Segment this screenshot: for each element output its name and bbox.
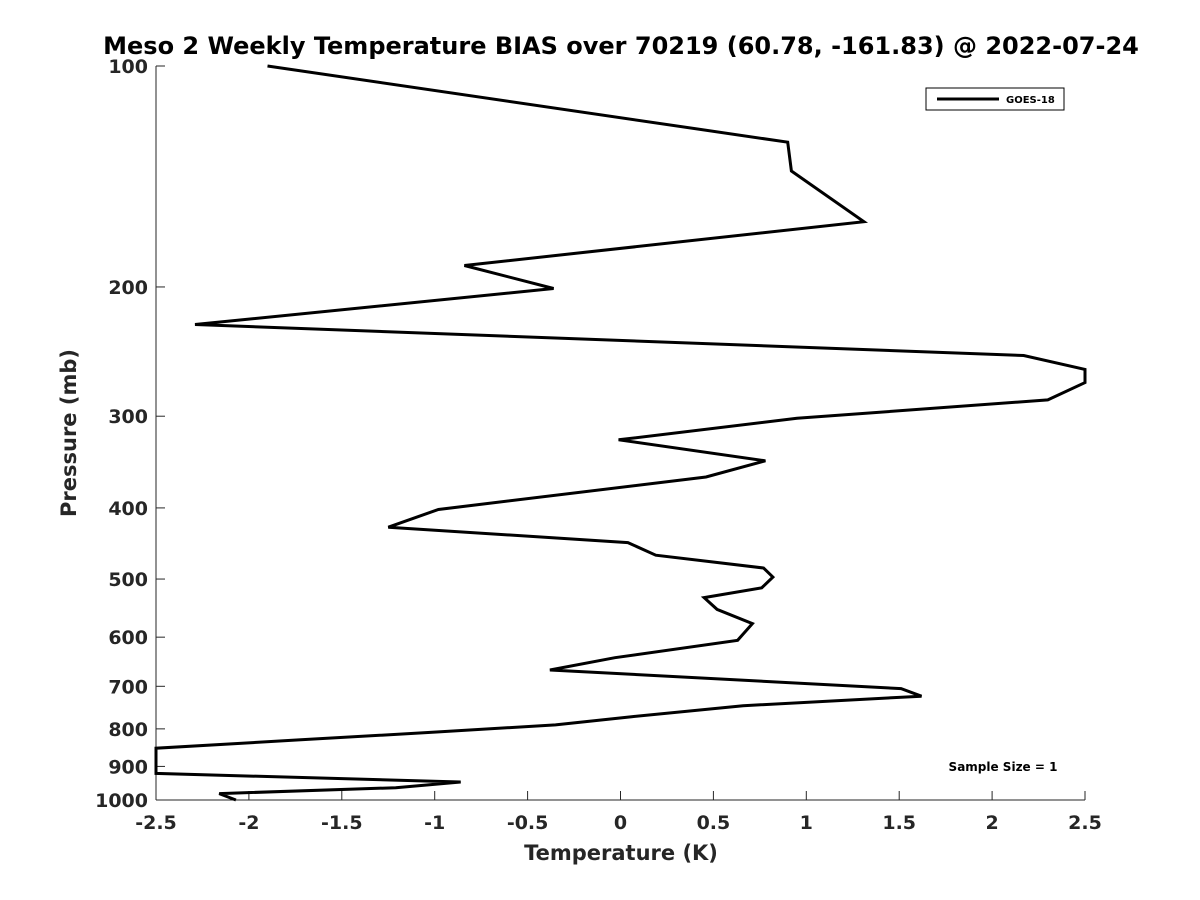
x-tick-label: -1 [424, 812, 445, 834]
chart-title: Meso 2 Weekly Temperature BIAS over 7021… [103, 32, 1139, 60]
y-tick-label: 600 [108, 627, 148, 649]
x-axis-label: Temperature (K) [524, 841, 718, 865]
y-tick-label: 200 [108, 277, 148, 299]
x-tick-label: 1.5 [882, 812, 916, 834]
x-tick-label: 0 [614, 812, 627, 834]
y-tick-label: 900 [108, 756, 148, 778]
y-tick-label: 700 [108, 676, 148, 698]
x-tick-label: 2.5 [1068, 812, 1102, 834]
axes: -2.5 -2 -1.5 -1 -0.5 0 0.5 1 1.5 2 2.5 100 200 300 400… [95, 56, 1102, 834]
series-line-goes-18 [154, 64, 1087, 802]
y-tick-label: 800 [108, 719, 148, 741]
y-tick-label: 300 [108, 406, 148, 428]
y-tick-label: 100 [108, 56, 148, 78]
x-tick-label: -2.5 [135, 812, 177, 834]
legend: GOES-18 [925, 87, 1065, 111]
y-tick-label: 1000 [95, 790, 148, 812]
x-tick-label: -2 [238, 812, 259, 834]
x-tick-label: 1 [800, 812, 813, 834]
x-tick-label: -1.5 [321, 812, 363, 834]
x-tick-label: 2 [985, 812, 998, 834]
y-axis-label: Pressure (mb) [57, 349, 81, 517]
y-tick-label: 400 [108, 498, 148, 520]
y-tick-label: 500 [108, 569, 148, 591]
x-tick-label: 0.5 [697, 812, 731, 834]
sample-size-annotation: Sample Size = 1 [949, 760, 1058, 774]
legend-label: GOES-18 [1006, 95, 1055, 106]
x-tick-label: -0.5 [507, 812, 549, 834]
